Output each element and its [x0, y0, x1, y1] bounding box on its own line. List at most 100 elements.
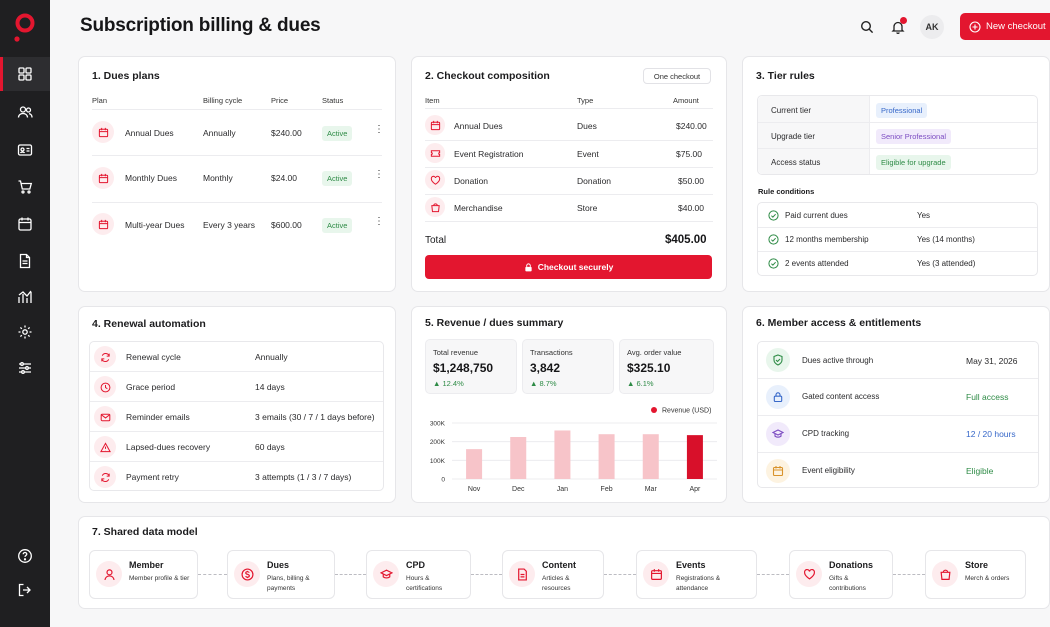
model-node-donations[interactable]: Donations Gifts & contributions [789, 550, 893, 599]
plan-cycle: Annually [203, 128, 236, 138]
gear-icon [18, 325, 32, 339]
nav-filters[interactable] [0, 351, 50, 385]
node-title: CPD [406, 560, 426, 570]
heart-icon [430, 175, 440, 185]
col-header: Amount [673, 96, 699, 105]
document-icon [19, 253, 31, 269]
users-icon [17, 106, 33, 118]
plan-icon [92, 121, 114, 143]
model-node-store[interactable]: Store Merch & orders [925, 550, 1026, 599]
nav-logout[interactable] [0, 573, 50, 607]
condition-value: Yes (14 months) [917, 235, 975, 244]
metric-transactions: Transactions 3,842 ▲ 8.7% [522, 339, 614, 394]
entitlement-row: Dues active through May 31, 2026 [758, 342, 1040, 378]
more-menu-icon[interactable]: ⋮ [374, 216, 384, 227]
item-icon [425, 115, 445, 135]
shield-check-icon [773, 354, 783, 366]
model-node-content[interactable]: Content Articles & resources [502, 550, 604, 599]
metric-label: Avg. order value [627, 348, 682, 357]
item-amount: $240.00 [676, 121, 707, 131]
model-node-events[interactable]: Events Registrations & attendance [636, 550, 757, 599]
check-circle-icon [768, 258, 779, 269]
node-subtitle: Registrations & attendance [676, 575, 721, 592]
calendar-icon [772, 466, 784, 477]
checkout-securely-button[interactable]: Checkout securely [425, 255, 712, 279]
card-title: 2. Checkout composition [425, 70, 550, 82]
legend-marker [651, 407, 657, 413]
condition-label: Paid current dues [785, 211, 848, 220]
user-icon [96, 561, 122, 587]
cart-icon [18, 180, 33, 194]
card-title: 4. Renewal automation [92, 318, 206, 330]
refresh-icon [100, 352, 110, 362]
entitlement-icon [766, 348, 790, 372]
model-node-member[interactable]: Member Member profile & tier [89, 550, 198, 599]
dollar-icon [234, 561, 260, 587]
more-menu-icon[interactable]: ⋮ [374, 124, 384, 135]
nav-events[interactable] [0, 207, 50, 241]
condition-value: Yes (3 attended) [917, 259, 976, 268]
nav-help[interactable] [0, 539, 50, 573]
col-header: Type [577, 96, 594, 105]
more-menu-icon[interactable]: ⋮ [374, 169, 384, 180]
x-tick-label: Feb [601, 486, 613, 493]
nav-store[interactable] [0, 170, 50, 204]
plan-name: Monthly Dues [125, 173, 177, 183]
entitlement-label: Dues active through [802, 356, 874, 365]
nav-settings[interactable] [0, 315, 50, 349]
search-button[interactable] [856, 16, 878, 38]
bar [686, 435, 703, 479]
avatar[interactable]: AK [920, 15, 944, 39]
metric-value: $1,248,750 [433, 361, 494, 375]
calendar-icon [98, 173, 108, 183]
item-type: Donation [577, 176, 612, 186]
page-title: Subscription billing & dues [80, 15, 321, 36]
col-header: Price [271, 96, 289, 105]
tier-label: Access status [771, 158, 821, 167]
plus-circle-icon [969, 20, 981, 33]
node-subtitle: Gifts & contributions [829, 575, 866, 592]
condition-label: 12 months membership [785, 235, 869, 244]
renewal-card: 4. Renewal automation Renewal cycle Annu… [78, 306, 396, 503]
new-checkout-button[interactable]: New checkout [960, 13, 1050, 40]
model-node-dues[interactable]: Dues Plans, billing & payments [227, 550, 335, 599]
plan-price: $600.00 [271, 220, 302, 230]
item-icon [425, 197, 445, 217]
entitlement-label: CPD tracking [802, 429, 850, 438]
status-badge: Active [322, 171, 353, 186]
conditions-list: Paid current dues Yes 12 months membersh… [757, 202, 1038, 276]
metric-label: Transactions [530, 348, 573, 357]
item-name: Donation [454, 176, 489, 186]
renewal-icon [94, 376, 116, 398]
legend-label: Revenue (USD) [662, 408, 711, 415]
plan-name: Multi-year Dues [125, 220, 185, 230]
brand-logo [14, 13, 35, 42]
nav-dashboard[interactable] [0, 57, 50, 91]
nav-members[interactable] [0, 95, 50, 129]
item-name: Annual Dues [454, 121, 503, 131]
notification-dot [900, 17, 907, 24]
notifications-button[interactable] [887, 16, 909, 38]
metric-value: $325.10 [627, 361, 671, 375]
nav-cards[interactable] [0, 133, 50, 167]
connector [335, 574, 366, 575]
id-card-icon [17, 144, 33, 156]
bar [510, 437, 527, 479]
item-type: Event [577, 149, 599, 159]
clock-icon [100, 382, 110, 392]
renewal-label: Lapsed-dues recovery [126, 442, 211, 452]
tier-badge: Senior Professional [876, 129, 952, 144]
checkout-mode-toggle[interactable]: One checkout [643, 68, 711, 84]
nav-documents[interactable] [0, 244, 50, 278]
connector [893, 574, 925, 575]
model-node-cpd[interactable]: CPD Hours & certifications [366, 550, 471, 599]
chart-icon [18, 290, 32, 303]
connector [471, 574, 502, 575]
y-tick-label: 0 [441, 477, 445, 484]
entitlement-row: Event eligibility Eligible [758, 453, 1040, 489]
col-header: Status [322, 96, 344, 105]
nav-reports[interactable] [0, 280, 50, 314]
renewal-value: 60 days [255, 442, 285, 452]
bar [642, 434, 659, 479]
revenue-chart: 0 100K 200K 300K Revenue (USD) Nov Dec Jan Feb Ma… [430, 407, 717, 493]
